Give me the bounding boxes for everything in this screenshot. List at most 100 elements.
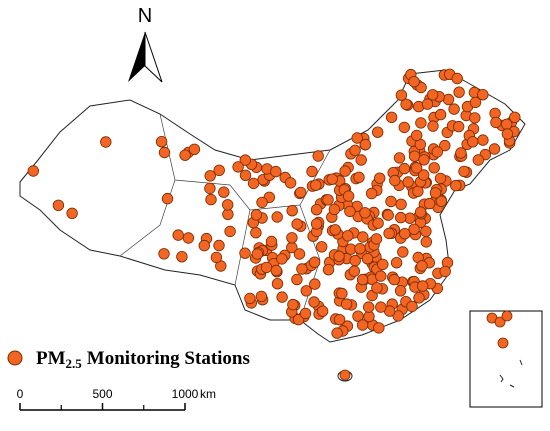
station (260, 261, 273, 274)
station (265, 235, 278, 248)
station (286, 204, 298, 217)
station (428, 162, 440, 174)
station (408, 223, 420, 236)
station (247, 177, 260, 190)
station (353, 171, 365, 184)
station (300, 285, 313, 297)
station (361, 253, 374, 265)
station (308, 296, 320, 308)
scale-label: 500 (92, 387, 112, 401)
station (309, 278, 321, 290)
station (333, 250, 345, 262)
station (312, 150, 324, 162)
station (490, 116, 502, 129)
station (213, 239, 225, 252)
station (326, 173, 338, 185)
scale-label: 1000 (172, 387, 199, 401)
station (494, 316, 506, 328)
station (251, 248, 263, 260)
station (221, 199, 234, 211)
station (155, 135, 168, 148)
station (271, 278, 284, 290)
station (322, 264, 335, 276)
station (357, 231, 369, 243)
station (188, 143, 201, 156)
station (412, 185, 424, 198)
station (501, 310, 513, 322)
station (158, 248, 170, 260)
station (453, 120, 465, 133)
station (414, 206, 427, 218)
station (398, 121, 411, 134)
station (390, 257, 403, 269)
station (239, 169, 252, 182)
station (356, 319, 369, 331)
station (420, 236, 433, 248)
station (310, 203, 323, 216)
station (339, 165, 351, 177)
legend-subscript: 2.5 (66, 356, 83, 371)
station (310, 218, 323, 230)
station (299, 307, 312, 320)
station (431, 146, 444, 158)
station (291, 218, 303, 230)
station (295, 186, 307, 199)
station (66, 207, 78, 220)
station (296, 263, 308, 275)
station (161, 192, 174, 205)
station (182, 232, 195, 244)
station (402, 176, 414, 188)
station (488, 143, 501, 155)
station (287, 298, 299, 311)
station (255, 290, 268, 303)
station (342, 230, 354, 242)
station (458, 165, 470, 178)
station (417, 280, 429, 292)
station (329, 224, 341, 236)
station (472, 154, 485, 166)
legend-marker (7, 350, 23, 366)
station (410, 162, 423, 174)
arrow-left (128, 32, 145, 82)
station (276, 253, 288, 265)
station (276, 291, 288, 303)
station (377, 258, 389, 271)
station (382, 209, 394, 221)
station (418, 154, 430, 166)
station (310, 179, 322, 191)
station (348, 265, 361, 277)
station (52, 199, 65, 212)
station (375, 301, 387, 313)
station (322, 194, 334, 206)
station (469, 96, 482, 109)
station (434, 172, 447, 185)
station (331, 327, 343, 339)
province-borders (119, 113, 331, 321)
station (349, 254, 361, 267)
station (204, 182, 216, 195)
station (399, 227, 411, 240)
station (286, 232, 298, 244)
station (406, 300, 418, 313)
station (453, 86, 465, 98)
station (388, 273, 400, 286)
station (176, 251, 188, 263)
station (411, 129, 423, 142)
station (205, 193, 217, 206)
station (239, 154, 252, 166)
station (316, 241, 328, 253)
station (395, 198, 407, 211)
legend-text: Monitoring Stations (87, 348, 250, 369)
legend: PM2.5 Monitoring Stations (7, 348, 250, 371)
station (497, 337, 509, 349)
station (477, 88, 489, 101)
station (427, 120, 439, 132)
station (397, 246, 409, 258)
station (416, 260, 428, 272)
legend-prefix: PM (36, 348, 66, 369)
north-label: N (138, 5, 152, 27)
station (451, 72, 463, 85)
station (439, 139, 451, 152)
station (270, 165, 282, 178)
station (198, 239, 211, 252)
